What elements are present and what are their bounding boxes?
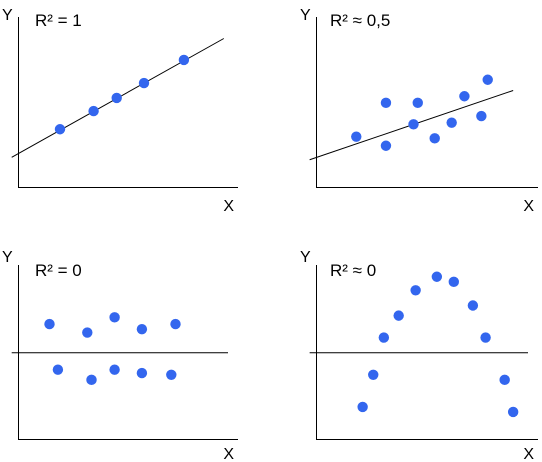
y-axis-label: Y [2, 249, 13, 266]
data-point [357, 401, 368, 413]
chart-panel-4: Y X R² ≈ 0 [300, 249, 538, 462]
data-point [380, 97, 392, 109]
data-point [351, 131, 362, 142]
data-point [136, 323, 148, 335]
data-point [111, 92, 122, 104]
data-point [476, 110, 487, 122]
data-point [467, 300, 479, 311]
r-squared-label: R² ≈ 0,5 [330, 11, 390, 30]
data-point [408, 119, 419, 130]
data-point [52, 364, 64, 375]
data-point [109, 364, 120, 375]
data-point [393, 310, 404, 321]
data-point [178, 54, 190, 66]
data-point [378, 332, 390, 343]
r-squared-label: R² = 1 [35, 11, 82, 30]
data-point [86, 374, 97, 386]
r-squared-label: R² = 0 [35, 261, 82, 280]
data-point [368, 369, 379, 380]
data-point [482, 74, 493, 85]
data-point [410, 285, 421, 296]
data-point [82, 327, 93, 338]
x-axis-label: X [523, 198, 534, 215]
data-point [170, 318, 181, 330]
data-point [44, 318, 55, 330]
data-point [109, 312, 120, 323]
x-axis-label: X [223, 198, 234, 215]
data-point [446, 117, 457, 128]
data-point [499, 374, 510, 386]
y-axis-label: Y [300, 7, 311, 24]
y-axis-label: Y [300, 249, 311, 266]
chart-panel-1: Y X R² = 1 [2, 7, 238, 215]
data-point [88, 105, 99, 117]
data-point [54, 124, 66, 135]
data-point [480, 332, 491, 343]
r-squared-label: R² ≈ 0 [330, 261, 376, 280]
y-axis-label: Y [2, 7, 13, 24]
x-axis-label: X [223, 446, 234, 462]
data-point [431, 271, 443, 282]
chart-panel-3: Y X R² = 0 [2, 249, 238, 462]
data-point [507, 406, 519, 418]
data-point [166, 369, 177, 380]
data-point [412, 97, 423, 109]
data-point [380, 140, 392, 151]
data-point [138, 77, 150, 89]
data-point [136, 367, 148, 379]
data-point [429, 133, 440, 144]
chart-panel-2: Y X R² ≈ 0,5 [300, 7, 538, 215]
x-axis-label: X [523, 446, 534, 462]
data-point [448, 276, 459, 288]
data-point [459, 91, 470, 102]
